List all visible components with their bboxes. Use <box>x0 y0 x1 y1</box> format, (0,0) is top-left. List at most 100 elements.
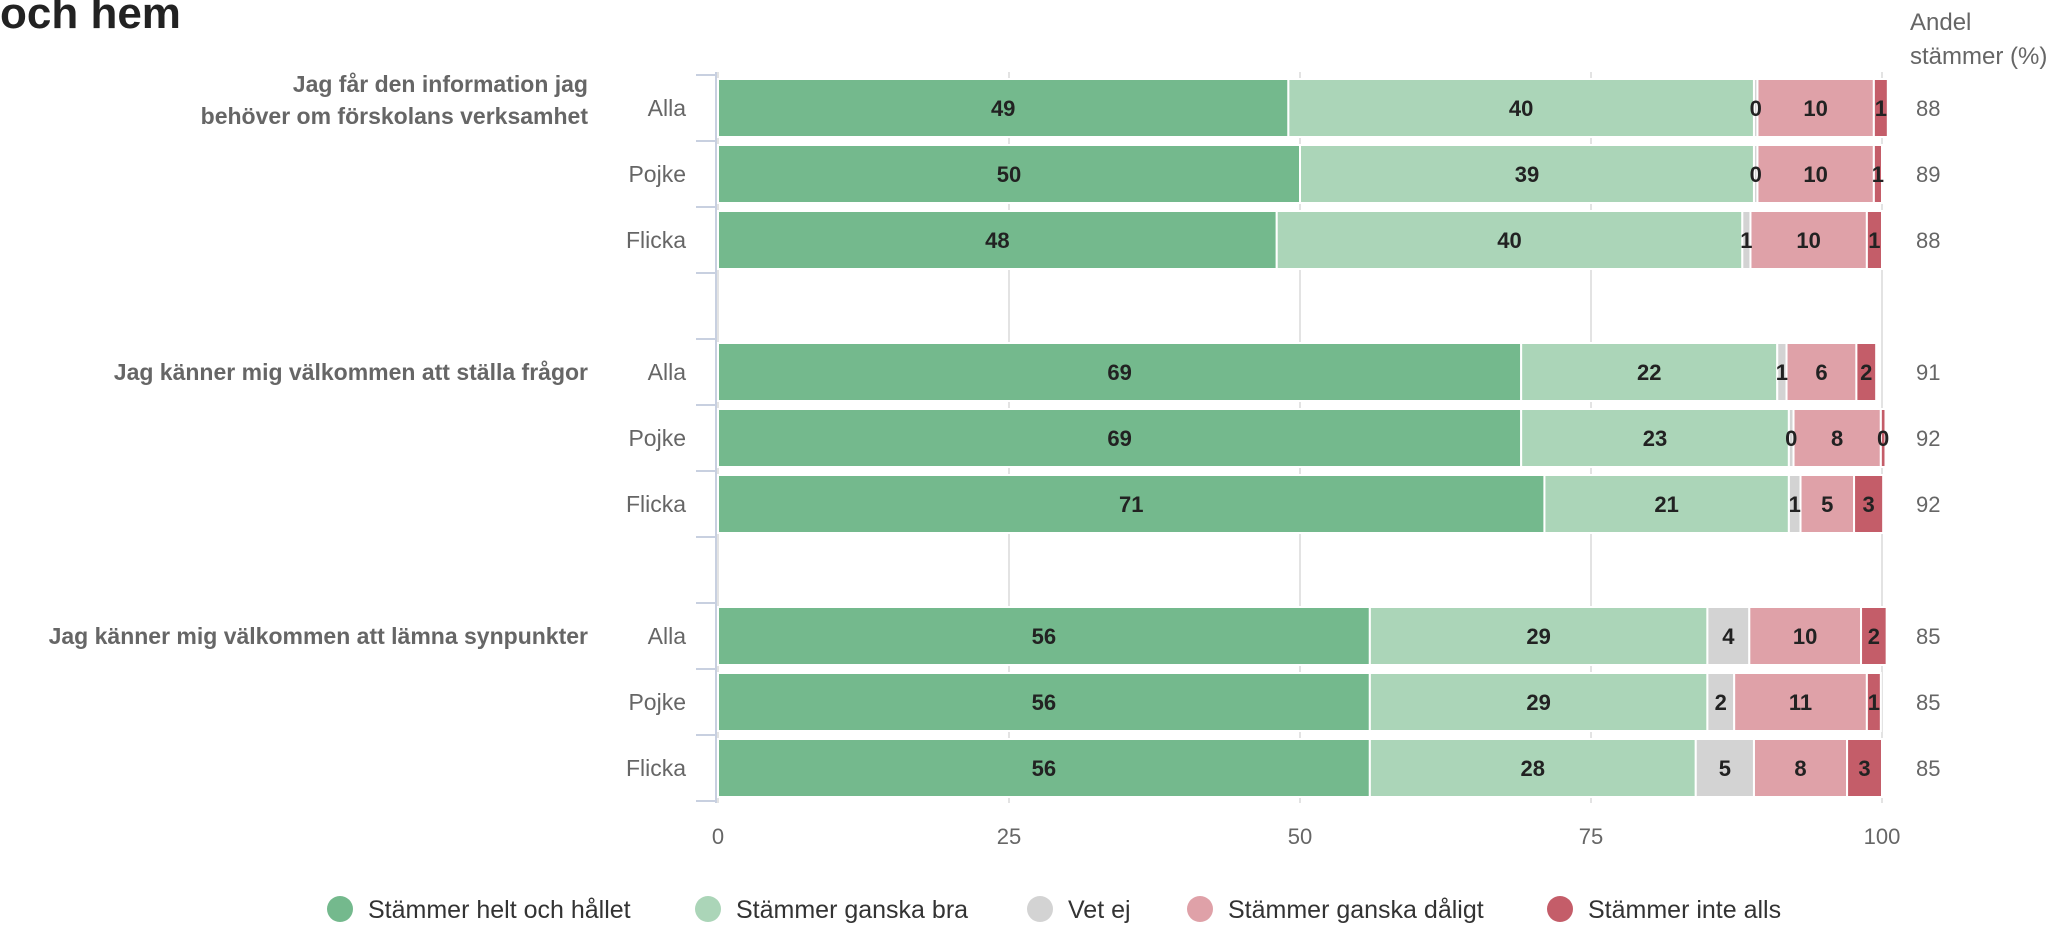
legend-marker <box>1027 896 1053 922</box>
question-label: behöver om förskolans verksamhet <box>201 103 589 129</box>
bar-segment <box>717 408 1523 468</box>
bar-segment <box>1853 474 1885 534</box>
question-label: Jag känner mig välkommen att lämna synpu… <box>49 623 588 649</box>
bar-value-label: 49 <box>991 96 1015 121</box>
bar-value-label: 10 <box>1793 624 1817 649</box>
bar-value-label: 1 <box>1872 162 1884 187</box>
bar-segment <box>1275 210 1744 270</box>
bar-value-label: 5 <box>1821 492 1833 517</box>
bar-value-label: 2 <box>1868 624 1880 649</box>
bar-value-label: 21 <box>1654 492 1678 517</box>
x-tick-label: 75 <box>1579 824 1603 849</box>
bar-segment <box>717 144 1301 204</box>
legend-label: Stämmer helt och hållet <box>368 896 631 924</box>
legend: Stämmer helt och hållet Stämmer ganska br… <box>327 896 1781 924</box>
row-label: Alla <box>648 95 687 121</box>
bar-value-label: 48 <box>985 228 1009 253</box>
share-value: 85 <box>1916 756 1940 781</box>
bar-value-label: 56 <box>1032 756 1056 781</box>
bar-value-label: 69 <box>1107 360 1131 385</box>
x-tick-label: 0 <box>712 824 724 849</box>
bar-value-label: 8 <box>1831 426 1843 451</box>
legend-marker <box>695 896 721 922</box>
bar-value-label: 2 <box>1860 360 1872 385</box>
legend-label: Stämmer ganska bra <box>736 896 968 924</box>
legend-label: Stämmer inte alls <box>1588 896 1781 924</box>
bar-segment <box>717 342 1523 402</box>
bar-segment <box>1752 738 1849 798</box>
row-label: Alla <box>648 359 687 385</box>
bar-value-label: 39 <box>1515 162 1539 187</box>
bar-value-label: 11 <box>1789 690 1812 715</box>
bar-segment <box>1748 606 1863 666</box>
legend-label: Stämmer ganska dåligt <box>1228 896 1484 924</box>
bar-value-label: 5 <box>1719 756 1731 781</box>
row-label: Alla <box>648 623 687 649</box>
bar-segment <box>1792 408 1882 468</box>
row-label: Pojke <box>628 425 686 451</box>
bar-value-label: 1 <box>1789 492 1801 517</box>
share-value: 92 <box>1916 492 1940 517</box>
bar-value-label: 1 <box>1740 228 1752 253</box>
bar-segment <box>1706 606 1751 666</box>
bar-segment <box>717 738 1371 798</box>
share-value: 85 <box>1916 690 1940 715</box>
bar-segment <box>1865 210 1884 270</box>
row-label: Pojke <box>628 161 686 187</box>
bar-segment <box>1520 342 1779 402</box>
bar-value-label: 6 <box>1815 360 1827 385</box>
bar-segment <box>1756 78 1875 138</box>
bar-value-label: 10 <box>1796 228 1820 253</box>
bar-value-label: 40 <box>1497 228 1521 253</box>
bar-value-label: 1 <box>1868 690 1880 715</box>
row-label: Flicka <box>626 227 686 253</box>
row-label: Pojke <box>628 689 686 715</box>
x-tick-label: 50 <box>1288 824 1312 849</box>
bar-value-label: 10 <box>1803 162 1827 187</box>
bar-value-label: 23 <box>1643 426 1667 451</box>
bar-value-label: 56 <box>1032 690 1056 715</box>
bar-segment <box>1520 408 1790 468</box>
bar-segment <box>1733 672 1868 732</box>
bar-value-label: 69 <box>1107 426 1131 451</box>
x-tick-label: 100 <box>1864 824 1901 849</box>
share-value: 91 <box>1916 360 1940 385</box>
bar-segment <box>1879 408 1887 468</box>
question-label: Jag känner mig välkommen att ställa fråg… <box>114 359 588 385</box>
bar-segment <box>1287 78 1755 138</box>
bar-value-label: 8 <box>1794 756 1806 781</box>
bar-value-label: 22 <box>1637 360 1661 385</box>
bar-value-label: 0 <box>1785 426 1797 451</box>
share-value: 89 <box>1916 162 1940 187</box>
bar-segment <box>1860 606 1888 666</box>
bar-value-label: 29 <box>1526 624 1550 649</box>
bar-segment <box>1543 474 1790 534</box>
bar-value-label: 71 <box>1119 492 1143 517</box>
bar-value-label: 10 <box>1803 96 1827 121</box>
bar-value-label: 29 <box>1526 690 1550 715</box>
bar-segment <box>1872 78 1889 138</box>
bar-segment <box>1865 672 1882 732</box>
bar-value-label: 0 <box>1877 426 1889 451</box>
share-header-line-2: stämmer (%) <box>1910 43 2047 70</box>
bar-segment <box>1368 672 1709 732</box>
bar-segment <box>1799 474 1856 534</box>
row-label: Flicka <box>626 755 686 781</box>
chart-title: och hem <box>0 0 181 38</box>
bar-segment <box>717 606 1371 666</box>
share-value: 92 <box>1916 426 1940 451</box>
share-value: 88 <box>1916 228 1940 253</box>
share-header-line-1: Andel <box>1910 9 1971 36</box>
share-value: 85 <box>1916 624 1940 649</box>
legend-marker <box>327 896 353 922</box>
bar-value-label: 1 <box>1868 228 1880 253</box>
bar-value-label: 56 <box>1032 624 1056 649</box>
bar-segment <box>1694 738 1755 798</box>
bar-value-label: 3 <box>1858 756 1870 781</box>
x-tick-label: 25 <box>997 824 1021 849</box>
bar-segment <box>1855 342 1878 402</box>
bar-segment <box>717 210 1278 270</box>
bar-value-label: 0 <box>1750 96 1762 121</box>
